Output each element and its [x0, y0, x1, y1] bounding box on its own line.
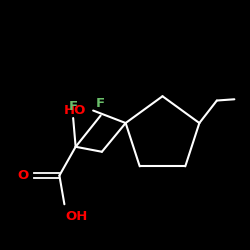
Text: F: F	[96, 97, 105, 110]
Text: F: F	[68, 100, 78, 112]
Text: HO: HO	[63, 104, 86, 117]
Text: OH: OH	[66, 210, 88, 223]
Text: O: O	[17, 169, 28, 182]
